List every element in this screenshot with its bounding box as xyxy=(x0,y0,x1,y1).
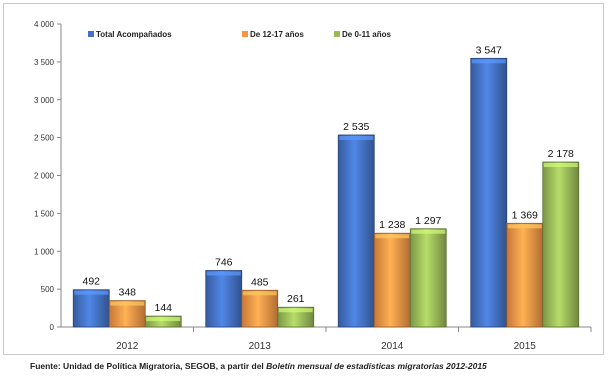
bar-highlight xyxy=(471,59,506,64)
legend-label: De 12-17 años xyxy=(250,30,304,39)
bar-highlight xyxy=(146,317,181,322)
data-label: 746 xyxy=(215,256,233,268)
data-label: 348 xyxy=(118,287,136,299)
y-tick-label: 3 500 xyxy=(34,58,55,67)
x-tick-label: 2012 xyxy=(116,341,139,352)
y-tick-label: 500 xyxy=(41,285,55,294)
source-prefix: Fuente: Unidad de Política Migratoria, S… xyxy=(30,361,267,371)
bar-highlight xyxy=(278,308,313,313)
source-note: Fuente: Unidad de Política Migratoria, S… xyxy=(30,361,590,371)
x-tick-label: 2015 xyxy=(514,341,537,352)
data-label: 485 xyxy=(251,276,269,288)
y-tick-label: 0 xyxy=(50,323,55,332)
bar-highlight xyxy=(507,224,542,229)
bar xyxy=(241,289,279,328)
bar xyxy=(409,228,447,328)
y-tick-label: 1 500 xyxy=(34,209,55,218)
bar xyxy=(542,161,580,328)
source-italic: Boletín mensual de estadísticas migrator… xyxy=(266,361,487,371)
legend-swatch xyxy=(334,31,340,37)
legend-swatch xyxy=(242,31,248,37)
bar xyxy=(470,57,508,328)
y-tick-label: 2 000 xyxy=(34,172,55,181)
legend-swatch xyxy=(88,31,94,37)
y-tick-label: 3 000 xyxy=(34,96,55,105)
bar xyxy=(373,232,411,328)
bar xyxy=(506,222,544,328)
bar-highlight xyxy=(242,291,277,296)
bar xyxy=(72,289,110,328)
y-tick-label: 1 000 xyxy=(34,247,55,256)
bar-highlight xyxy=(110,301,145,306)
data-label: 261 xyxy=(287,293,305,305)
bar xyxy=(205,270,243,328)
y-tick-label: 4 000 xyxy=(34,20,55,29)
bar-highlight xyxy=(411,229,446,234)
data-label: 2 535 xyxy=(343,121,369,133)
x-tick-label: 2014 xyxy=(381,341,404,352)
legend-label: De 0-11 años xyxy=(342,30,391,39)
data-label: 492 xyxy=(82,276,100,288)
bar-highlight xyxy=(74,290,109,295)
bar-highlight xyxy=(543,163,578,168)
data-label: 1 238 xyxy=(379,219,405,231)
bar-chart: 0 500 1 000 1 500 2 000 2 500 3 000 3 500 4 000 4… xyxy=(34,20,592,352)
bar xyxy=(144,315,182,328)
bar-highlight xyxy=(339,135,374,140)
x-tick-label: 2013 xyxy=(249,341,272,352)
bar-highlight xyxy=(206,271,241,276)
data-label: 144 xyxy=(154,302,172,314)
legend-label: Total Acompañados xyxy=(96,30,172,39)
data-label: 1 369 xyxy=(512,209,538,221)
data-label: 1 297 xyxy=(415,215,441,227)
chart-frame: 0 500 1 000 1 500 2 000 2 500 3 000 3 500 4 000 4… xyxy=(3,3,604,355)
y-tick-label: 2 500 xyxy=(34,134,55,143)
bar-highlight xyxy=(375,234,410,239)
bar xyxy=(337,134,375,328)
data-label: 2 178 xyxy=(548,148,574,160)
data-label: 3 547 xyxy=(476,44,502,56)
